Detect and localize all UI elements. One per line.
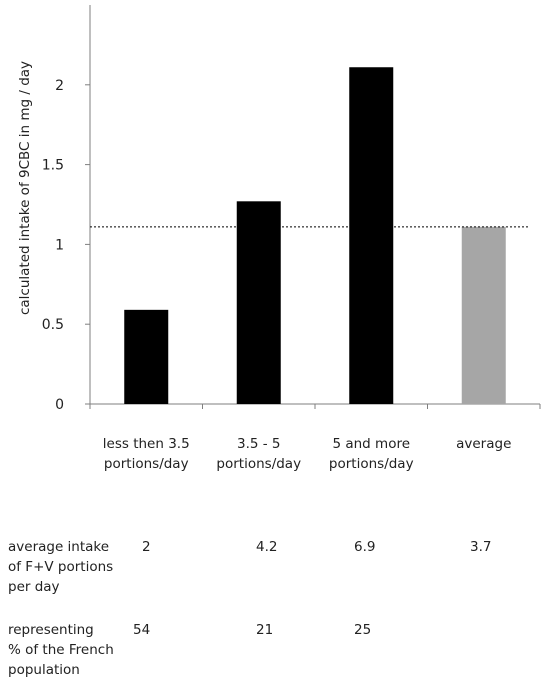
x-category-label-line: portions/day [216,456,301,472]
chart-bars [124,67,506,404]
y-tick-label: 1 [55,237,64,253]
x-category-label: 5 and more portions/day [329,436,414,472]
x-category-label-line: portions/day [329,456,414,472]
x-category-label-line: average [456,436,511,452]
bar [461,226,506,404]
x-category-label: average [456,436,511,452]
y-tick-label: 0.5 [42,317,64,333]
x-category-label-line: 5 and more [332,436,410,452]
bar [124,309,169,404]
y-tick-label: 0 [55,397,64,413]
x-category-label: less then 3.5 portions/day [103,436,190,472]
y-axis-title: calculated intake of 9CBC in mg / day [17,61,33,315]
y-tick-label: 1.5 [42,158,64,174]
y-tick-label: 2 [55,78,64,94]
bar [236,201,281,404]
x-category-label-line: portions/day [104,456,189,472]
bar [349,67,394,404]
x-category-label: 3.5 - 5 portions/day [216,436,301,472]
x-category-label-line: less then 3.5 [103,436,190,452]
x-category-label-line: 3.5 - 5 [237,436,281,452]
